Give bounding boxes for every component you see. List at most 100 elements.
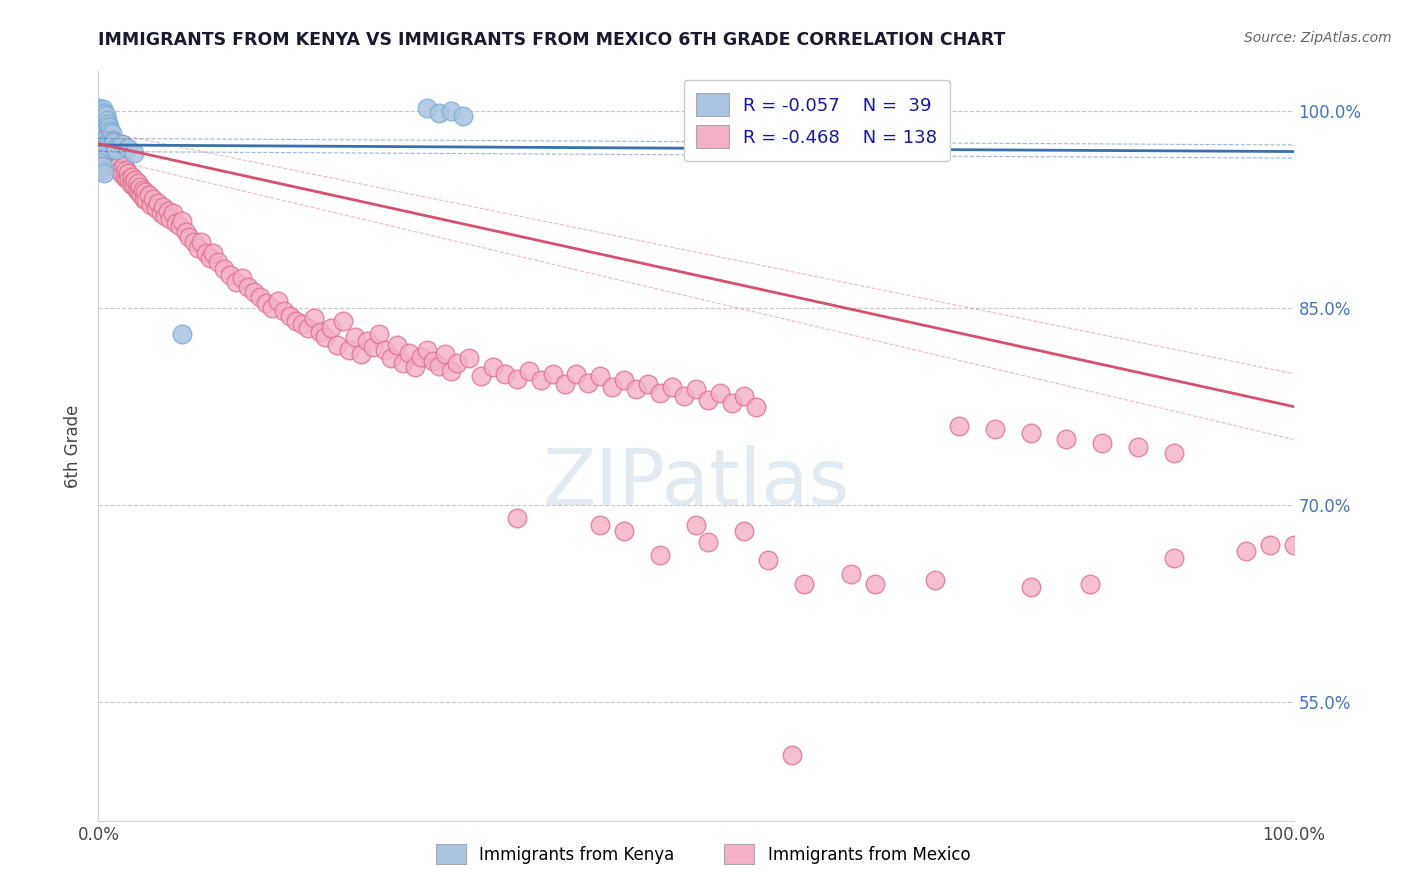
Point [1091, 436, 1114, 450]
Point [673, 389, 696, 403]
Point [195, 245, 218, 260]
Point [148, 195, 170, 210]
Point [94, 123, 117, 137]
Point [231, 270, 253, 285]
Point [98, 123, 122, 137]
Point [183, 235, 205, 250]
Point [578, 376, 600, 390]
Point [93, 117, 115, 131]
Point [297, 320, 319, 334]
Point [96, 150, 118, 164]
Point [155, 209, 177, 223]
Point [142, 192, 165, 206]
Point [172, 214, 194, 228]
Point [117, 165, 139, 179]
Point [948, 419, 970, 434]
Point [107, 163, 129, 178]
Point [105, 153, 128, 168]
Point [202, 245, 225, 260]
Point [446, 356, 468, 370]
Point [427, 359, 450, 373]
Point [697, 535, 720, 549]
Point [339, 343, 361, 357]
Point [101, 133, 124, 147]
Point [494, 367, 516, 381]
Point [127, 176, 149, 190]
Point [416, 343, 439, 357]
Point [637, 377, 659, 392]
Point [104, 159, 127, 173]
Point [315, 330, 337, 344]
Point [697, 392, 720, 407]
Point [90, 156, 112, 170]
Point [122, 175, 145, 189]
Point [169, 219, 191, 234]
Point [198, 251, 221, 265]
Point [212, 261, 235, 276]
Point [267, 294, 290, 309]
Point [145, 201, 167, 215]
Text: ZIPatlas: ZIPatlas [543, 445, 849, 522]
Point [94, 148, 117, 162]
Point [541, 367, 564, 381]
Point [110, 163, 132, 178]
Point [427, 106, 450, 120]
Point [115, 172, 138, 186]
Point [284, 314, 307, 328]
Point [984, 422, 1007, 436]
Point [121, 169, 143, 184]
Point [332, 314, 354, 328]
Point [1056, 433, 1078, 447]
Point [124, 173, 146, 187]
Point [90, 109, 112, 123]
Point [91, 145, 114, 160]
Point [112, 159, 135, 173]
Point [613, 373, 636, 387]
Point [91, 159, 114, 173]
Point [602, 380, 624, 394]
Point [1019, 425, 1042, 440]
Point [115, 163, 138, 178]
Point [96, 113, 118, 128]
Point [440, 364, 463, 378]
Point [165, 215, 187, 229]
Point [793, 577, 815, 591]
Point [98, 120, 121, 134]
Point [120, 178, 142, 192]
Point [91, 105, 114, 120]
Point [132, 192, 155, 206]
Point [458, 351, 481, 365]
Point [207, 255, 229, 269]
Point [273, 303, 295, 318]
Point [100, 156, 122, 170]
Point [865, 577, 887, 591]
Point [90, 136, 112, 151]
Point [98, 136, 122, 151]
Point [125, 183, 148, 197]
Point [363, 340, 385, 354]
Point [344, 330, 367, 344]
Point [254, 295, 277, 310]
Point [451, 109, 474, 123]
Point [134, 186, 156, 200]
Point [1128, 440, 1150, 454]
Point [554, 377, 576, 392]
Point [98, 145, 121, 160]
Point [117, 140, 139, 154]
Point [626, 383, 648, 397]
Point [152, 200, 174, 214]
Point [356, 334, 378, 348]
Point [91, 163, 114, 178]
Point [416, 101, 439, 115]
Point [89, 153, 111, 167]
Point [733, 389, 755, 403]
Point [440, 103, 463, 118]
Point [87, 101, 110, 115]
Point [756, 553, 779, 567]
Point [118, 172, 141, 186]
Point [1019, 580, 1042, 594]
Point [131, 183, 153, 197]
Point [93, 165, 115, 179]
Point [924, 573, 946, 587]
Text: Source: ZipAtlas.com: Source: ZipAtlas.com [1244, 31, 1392, 45]
